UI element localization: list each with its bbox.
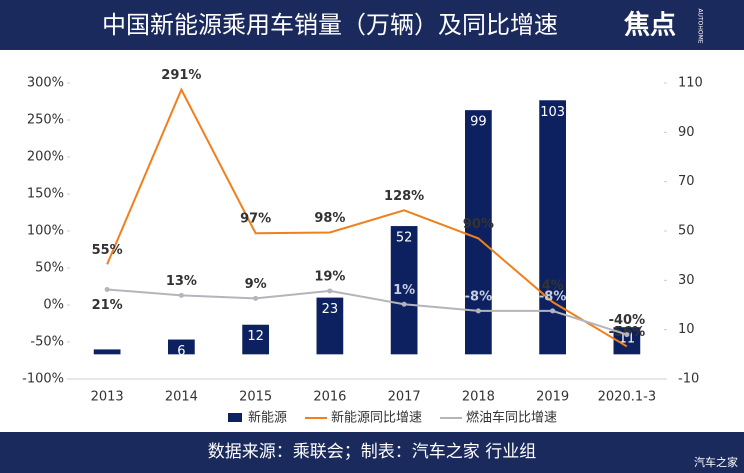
footer-band [0, 432, 744, 473]
data-label: 55% [92, 243, 123, 258]
x-tick-label: 2016 [313, 390, 346, 405]
data-label: 291% [161, 68, 201, 83]
x-tick-label: 2014 [165, 390, 198, 405]
x-tick-label: 2019 [536, 390, 569, 405]
line-marker [475, 308, 481, 314]
data-label: 1% [393, 283, 415, 298]
bar [465, 110, 492, 355]
line-marker [178, 292, 184, 298]
line [106, 87, 628, 348]
y-tick-label: 200% [27, 150, 64, 165]
y-tick-label: -50% [30, 335, 64, 350]
x-tick-label: 2013 [91, 390, 124, 405]
bar [168, 339, 195, 355]
bar-label: 103 [540, 105, 565, 120]
x-tick-label: 2020.1-3 [598, 390, 656, 405]
chart-title: 中国新能源乘用车销量（万辆）及同比增速 [102, 11, 558, 39]
y2-tick-label: 30 [678, 273, 695, 288]
data-label: 19% [314, 269, 345, 284]
y-tick-label: 100% [27, 224, 64, 239]
data-label: 13% [166, 274, 197, 289]
line-marker [401, 301, 407, 307]
y-tick-label: 50% [35, 261, 64, 276]
bar-label: 99 [470, 115, 487, 130]
legend-swatch [228, 413, 242, 422]
bar [93, 349, 121, 355]
bar-label: 52 [396, 231, 413, 246]
y-tick-label: 150% [27, 187, 64, 202]
bar-label: 2 [103, 354, 111, 369]
y2-tick-label: 50 [678, 224, 695, 239]
data-label: 4% [542, 279, 564, 294]
bar [242, 324, 269, 355]
data-label: 97% [240, 212, 271, 227]
logo: 焦点 [624, 10, 676, 41]
y-tick-label: 300% [27, 76, 64, 91]
y2-tick-label: 10 [678, 322, 695, 337]
bar-label: 6 [177, 344, 185, 359]
y-tick-label: -100% [22, 372, 64, 387]
data-label: -40% [609, 313, 646, 328]
data-label: 9% [245, 277, 267, 292]
y2-tick-label: 90 [678, 125, 695, 140]
line-marker [327, 288, 333, 294]
data-label: 21% [92, 298, 123, 313]
y-tick-label: 0% [43, 298, 64, 313]
line-marker [253, 295, 259, 301]
data-label: -8% [465, 289, 492, 304]
legend-label: 新能源 [248, 410, 287, 426]
line-marker [104, 286, 110, 292]
x-tick-label: 2017 [388, 390, 421, 405]
line-marker [550, 308, 556, 314]
bar [316, 297, 344, 355]
data-label: 90% [463, 217, 494, 232]
data-label: -8% [539, 289, 566, 304]
logo-sub: AUTOHOME [697, 8, 704, 43]
y2-tick-label: 110 [678, 76, 703, 91]
bar-label: 23 [322, 302, 339, 317]
y2-tick-label: 70 [678, 174, 695, 189]
bar [390, 226, 418, 355]
bar-label: 12 [247, 329, 264, 344]
header-band [0, 0, 744, 50]
data-label: 98% [314, 211, 345, 226]
y-tick-label: 250% [27, 113, 64, 128]
x-tick-label: 2018 [462, 390, 495, 405]
source: 数据来源：乘联会；制表：汽车之家 行业组 [208, 442, 536, 462]
bar [539, 100, 566, 355]
line [107, 288, 628, 336]
watermark: 汽车之家 [694, 455, 738, 469]
data-label: 128% [384, 189, 424, 204]
legend-label: 新能源同比增速 [331, 410, 422, 426]
y2-tick-label: -10 [678, 372, 699, 387]
legend-label: 燃油车同比增速 [466, 410, 557, 426]
x-tick-label: 2015 [239, 390, 272, 405]
line-marker [624, 332, 630, 338]
